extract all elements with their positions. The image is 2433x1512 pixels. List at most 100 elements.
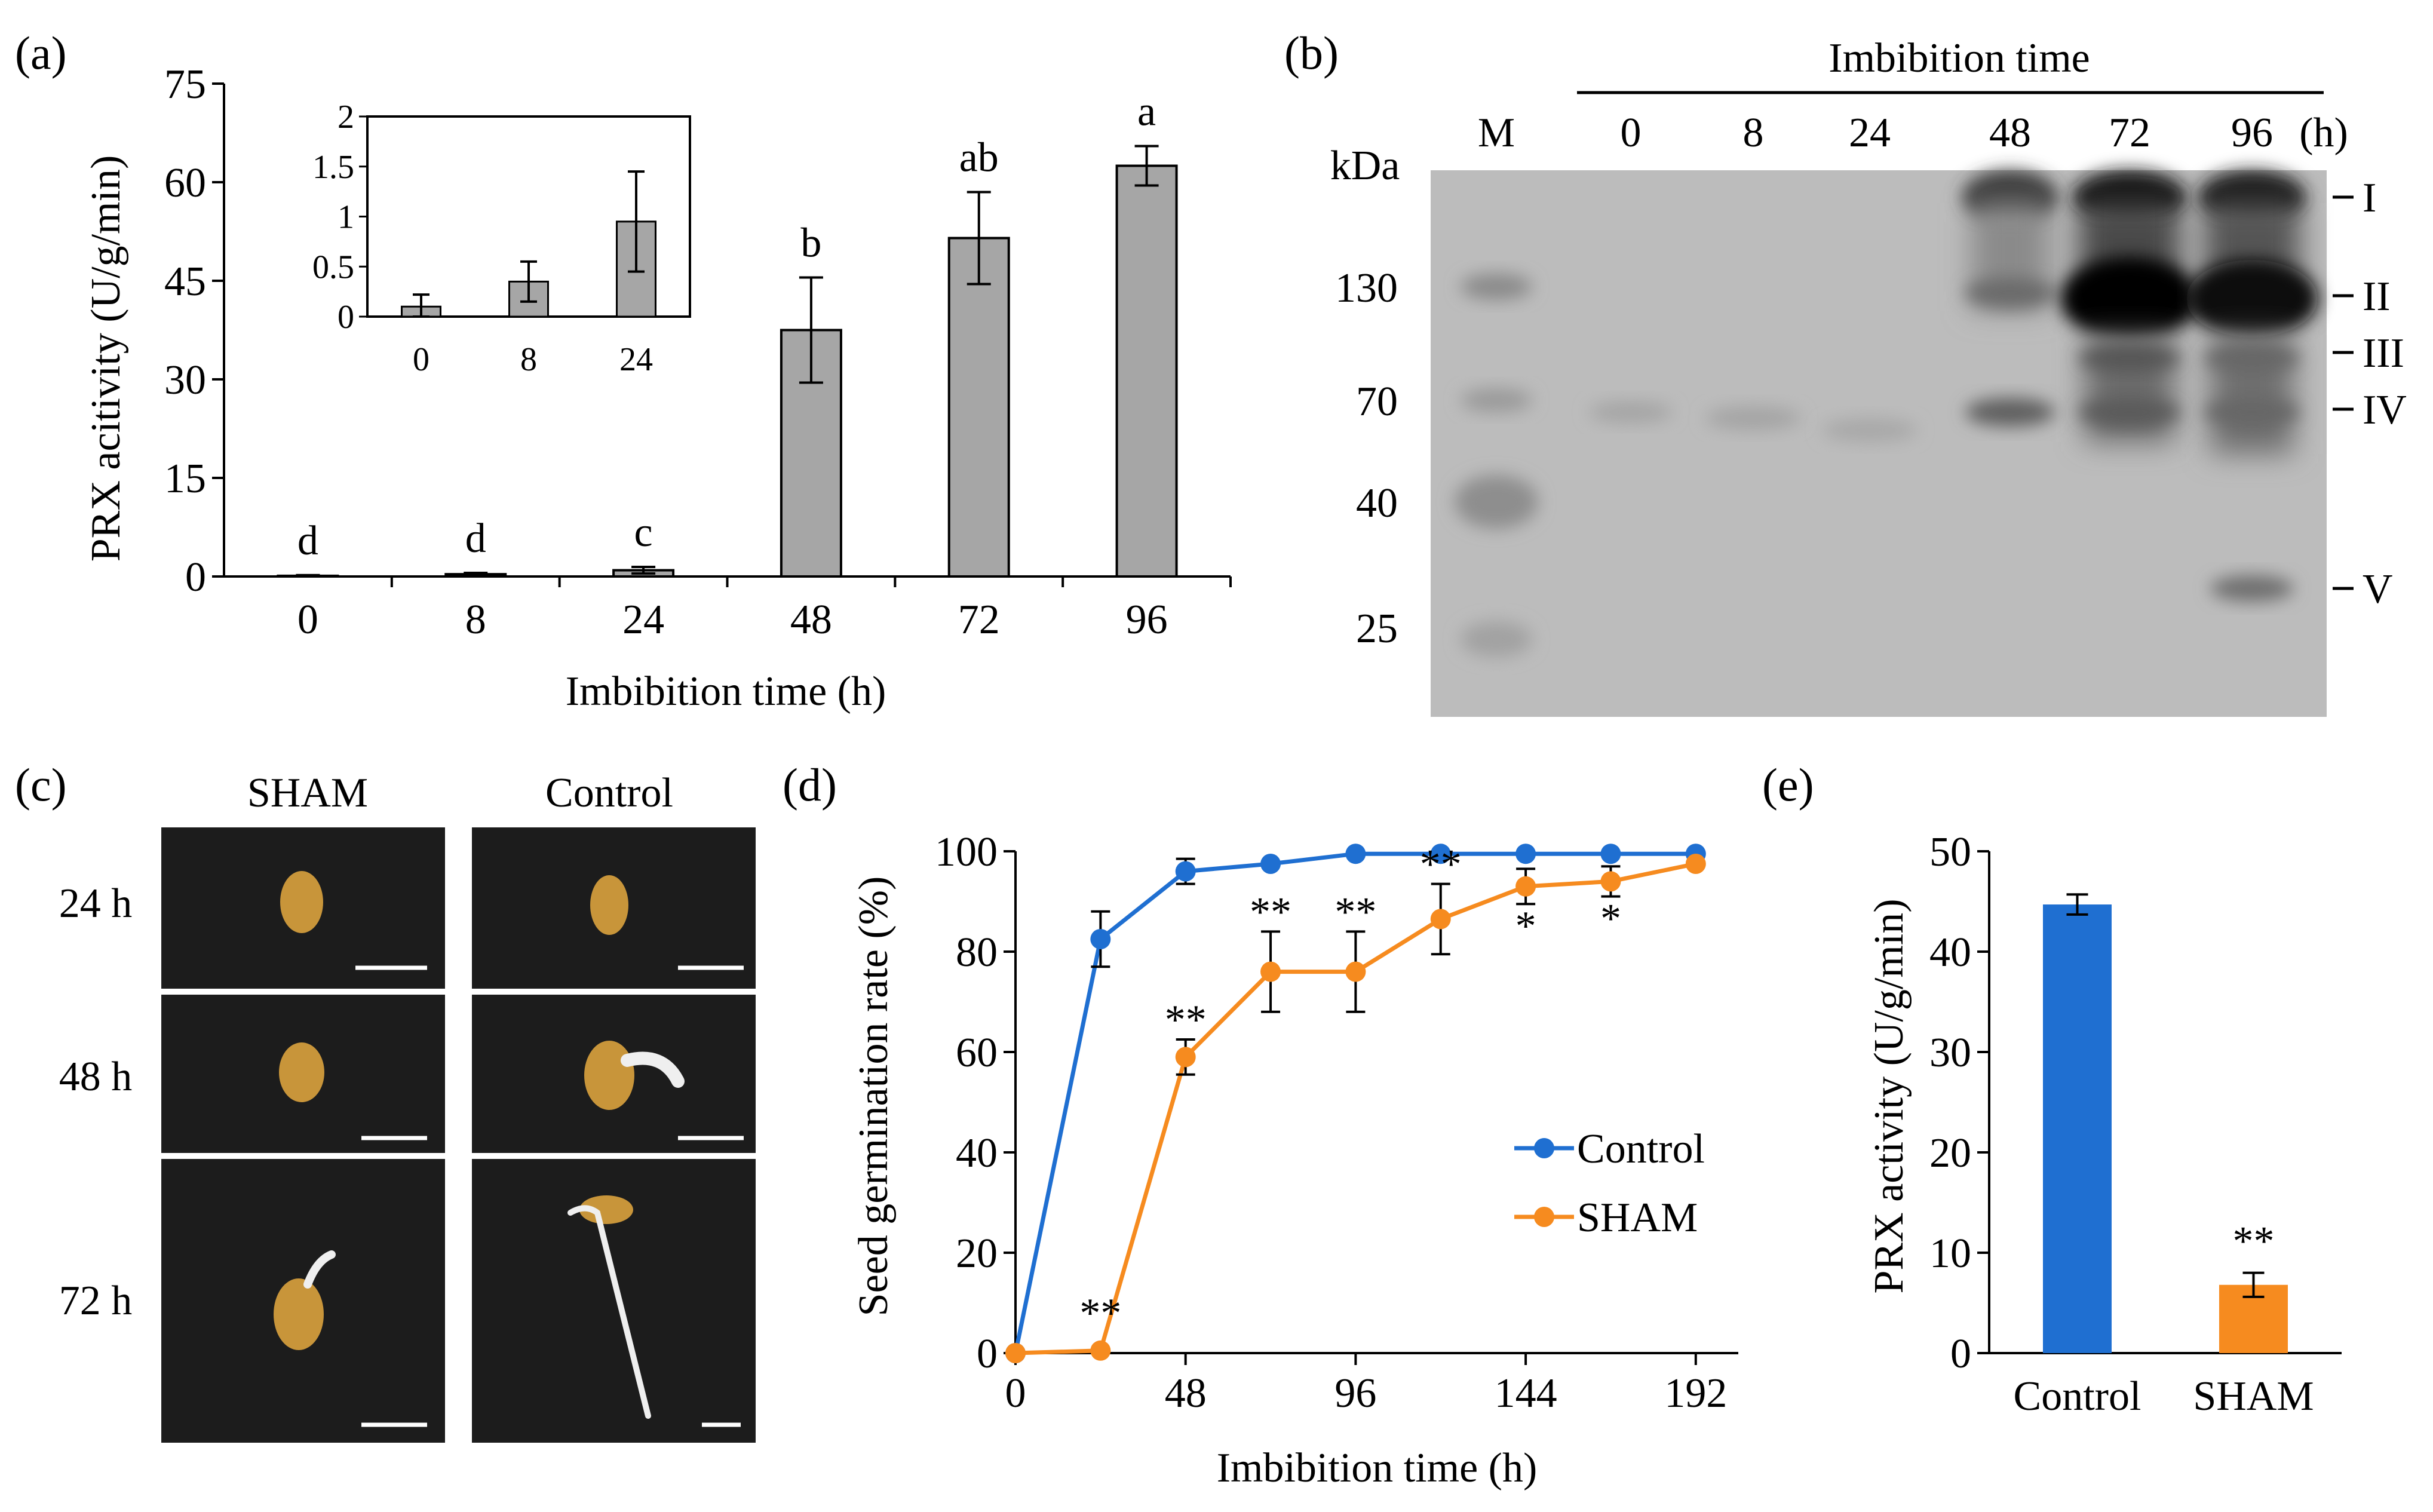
faint-band	[1822, 418, 1917, 442]
panel-d-point-sham	[1260, 961, 1281, 982]
panel-d-point-control	[1090, 929, 1111, 949]
gel-blot-panel: Imbibition time M kDa 0 8 24 48 72 96 (h)	[1330, 35, 2407, 717]
blot-lane-label: 72	[2109, 110, 2150, 156]
inset-y-tick-label: 0.5	[312, 249, 354, 286]
blot-lane-label: 8	[1743, 110, 1764, 156]
panel-a-y-tick-label: 15	[164, 456, 206, 502]
faint-band	[1705, 406, 1801, 430]
panel-d-point-sham	[1515, 876, 1536, 897]
panel-a-y-tick-label: 0	[185, 554, 206, 600]
panel-d-y-tick-label: 0	[977, 1331, 998, 1377]
panel-d-point-sham	[1175, 1047, 1196, 1068]
radicle	[303, 1250, 336, 1289]
inset-x-tick-label: 0	[413, 341, 429, 378]
band-48-II	[1965, 278, 2055, 308]
panel-e-y-tick-label: 10	[1929, 1231, 1971, 1277]
panel-label-e: (e)	[1762, 759, 1814, 811]
panel-e-y-tick-label: 30	[1929, 1030, 1971, 1076]
gel-image	[1431, 170, 2327, 717]
panel-a-y-tick-label: 45	[164, 259, 206, 305]
band-48-IV	[1965, 398, 2055, 427]
band-72-III	[2079, 346, 2180, 370]
inset-x-tick-label: 24	[619, 341, 653, 378]
blot-marker-size: 130	[1335, 265, 1398, 311]
panel-d-point-control	[1430, 844, 1451, 864]
photo-row-48h: 48 h	[59, 1054, 133, 1100]
panel-d-point-sham	[1090, 1340, 1111, 1361]
panel-d-point-control	[1600, 844, 1621, 864]
panel-label-b: (b)	[1284, 27, 1339, 79]
legend-label-sham: SHAM	[1577, 1195, 1698, 1241]
panel-d-significance: **	[1420, 842, 1462, 888]
panel-label-d: (d)	[783, 759, 837, 811]
panel-a-significance-letter: d	[465, 516, 486, 562]
panel-a-x-tick-label: 96	[1126, 597, 1168, 643]
panel-a-x-tick-label: 8	[465, 597, 486, 643]
band-96-V	[2210, 575, 2294, 602]
panel-d-x-title: Imbibition time (h)	[1217, 1445, 1538, 1491]
ladder-band	[1461, 274, 1532, 300]
band-96-II	[2186, 260, 2318, 338]
blot-lane-label: 24	[1849, 110, 1891, 156]
panel-d-significance: **	[1250, 889, 1291, 935]
panel-d-y-title: Seed germination rate (%)	[851, 876, 897, 1317]
ladder-band	[1461, 388, 1532, 412]
panel-d-significance: **	[1334, 889, 1376, 935]
panel-d-point-control	[1515, 844, 1536, 864]
panel-a-significance-letter: b	[800, 220, 821, 266]
panel-a-bar	[1115, 164, 1178, 578]
panel-d-x-tick-label: 0	[1005, 1370, 1026, 1416]
panel-d-point-sham	[1685, 854, 1706, 874]
faint-band	[1589, 401, 1673, 423]
panel-label-c: (c)	[15, 759, 67, 811]
panel-a-x-tick-label: 24	[622, 597, 664, 643]
chart-panel-a: d d c b ab a 0 15 30 45 60 75 0 8 24 48 72 96 Imbibition…	[83, 62, 1232, 714]
blot-marker-lane-label: M	[1478, 110, 1515, 156]
panel-e-bar-control	[2043, 904, 2112, 1353]
blot-lane-label: 48	[1989, 110, 2031, 156]
panel-a-y-title: PRX acitivity (U/g/min)	[83, 155, 129, 562]
seed	[280, 871, 323, 933]
panel-a-significance-letter: a	[1137, 89, 1156, 135]
seed-photo-panel: SHAM Control 24 h 48 h 72 h	[59, 770, 756, 1443]
panel-e-significance: **	[2233, 1219, 2275, 1265]
panel-e-y-tick-label: 50	[1929, 829, 1971, 875]
panel-d-point-control	[1345, 844, 1366, 864]
panel-d-point-sham	[1005, 1343, 1026, 1363]
panel-d-point-control	[1260, 854, 1281, 874]
panel-d-significance: *	[1515, 903, 1536, 949]
panel-d-point-sham	[1345, 961, 1366, 982]
blot-lane-label: 0	[1621, 110, 1642, 156]
band-96-IV	[2204, 399, 2300, 425]
blot-band-label: IV	[2363, 387, 2407, 433]
legend-label-control: Control	[1577, 1126, 1705, 1172]
inset-x-tick-label: 8	[520, 341, 537, 378]
panel-a-significance-letter: d	[297, 518, 318, 564]
band-72-IV	[2079, 399, 2180, 425]
blot-marker-size: 70	[1356, 379, 1398, 425]
panel-d-x-tick-label: 144	[1495, 1370, 1557, 1416]
panel-d-y-tick-label: 60	[956, 1030, 998, 1076]
seed	[579, 1195, 633, 1224]
ladder-band	[1461, 621, 1532, 657]
photo-col-control: Control	[545, 770, 673, 816]
photo-col-sham: SHAM	[247, 770, 368, 816]
panel-a-significance-letter: ab	[959, 135, 999, 181]
panel-a-x-tick-label: 72	[958, 597, 1000, 643]
blot-lane-unit: (h)	[2299, 110, 2348, 156]
panel-e-y-tick-label: 40	[1929, 930, 1971, 976]
panel-e-y-tick-label: 0	[1950, 1331, 1971, 1377]
seed	[590, 875, 628, 935]
panel-a-x-tick-label: 48	[790, 597, 832, 643]
panel-a-y-tick-label: 75	[164, 62, 206, 108]
panel-d-significance: *	[1600, 896, 1621, 942]
blot-marker-size: 25	[1356, 606, 1398, 652]
inset-y-tick-label: 1	[338, 199, 354, 236]
panel-d-y-tick-label: 40	[956, 1130, 998, 1176]
chart-panel-e: 0 10 20 30 40 50 Control SHAM ** PRX activity (…	[1866, 829, 2342, 1419]
panel-d-x-tick-label: 192	[1664, 1370, 1727, 1416]
panel-a-inset: 0 0.5 1 1.5 2 0 8 24	[312, 99, 691, 378]
photo-row-24h: 24 h	[59, 881, 133, 927]
blot-band-label: III	[2363, 330, 2404, 376]
